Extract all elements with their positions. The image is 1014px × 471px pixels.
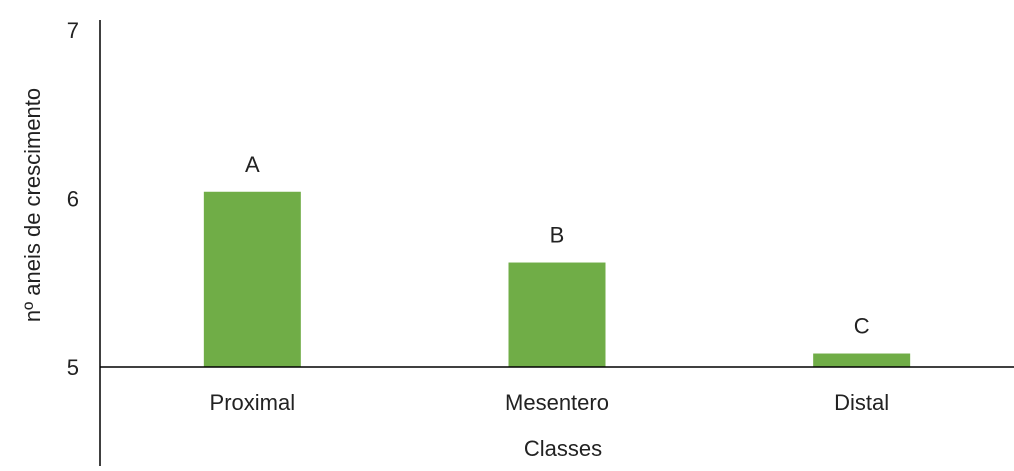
- x-tick-label-distal: Distal: [834, 390, 889, 415]
- y-tick-label-6: 6: [67, 187, 79, 212]
- bar-distal: [813, 353, 911, 367]
- data-label-proximal: A: [245, 152, 260, 177]
- x-axis-title: Classes: [524, 436, 602, 461]
- y-axis-title: nº aneis de crescimento: [20, 88, 45, 322]
- y-tick-label-5: 5: [67, 355, 79, 380]
- bars-layer: [203, 191, 911, 367]
- y-tick-labels: 5 6 7: [67, 18, 79, 380]
- x-tick-label-mesentero: Mesentero: [505, 390, 609, 415]
- x-tick-labels: Proximal Mesentero Distal: [210, 390, 890, 415]
- bar-data-labels: A B C: [245, 152, 870, 339]
- data-label-mesentero: B: [550, 223, 565, 248]
- bar-proximal: [203, 191, 301, 367]
- bar-mesentero: [508, 262, 606, 367]
- data-label-distal: C: [854, 314, 870, 339]
- x-tick-label-proximal: Proximal: [210, 390, 296, 415]
- y-tick-label-7: 7: [67, 18, 79, 43]
